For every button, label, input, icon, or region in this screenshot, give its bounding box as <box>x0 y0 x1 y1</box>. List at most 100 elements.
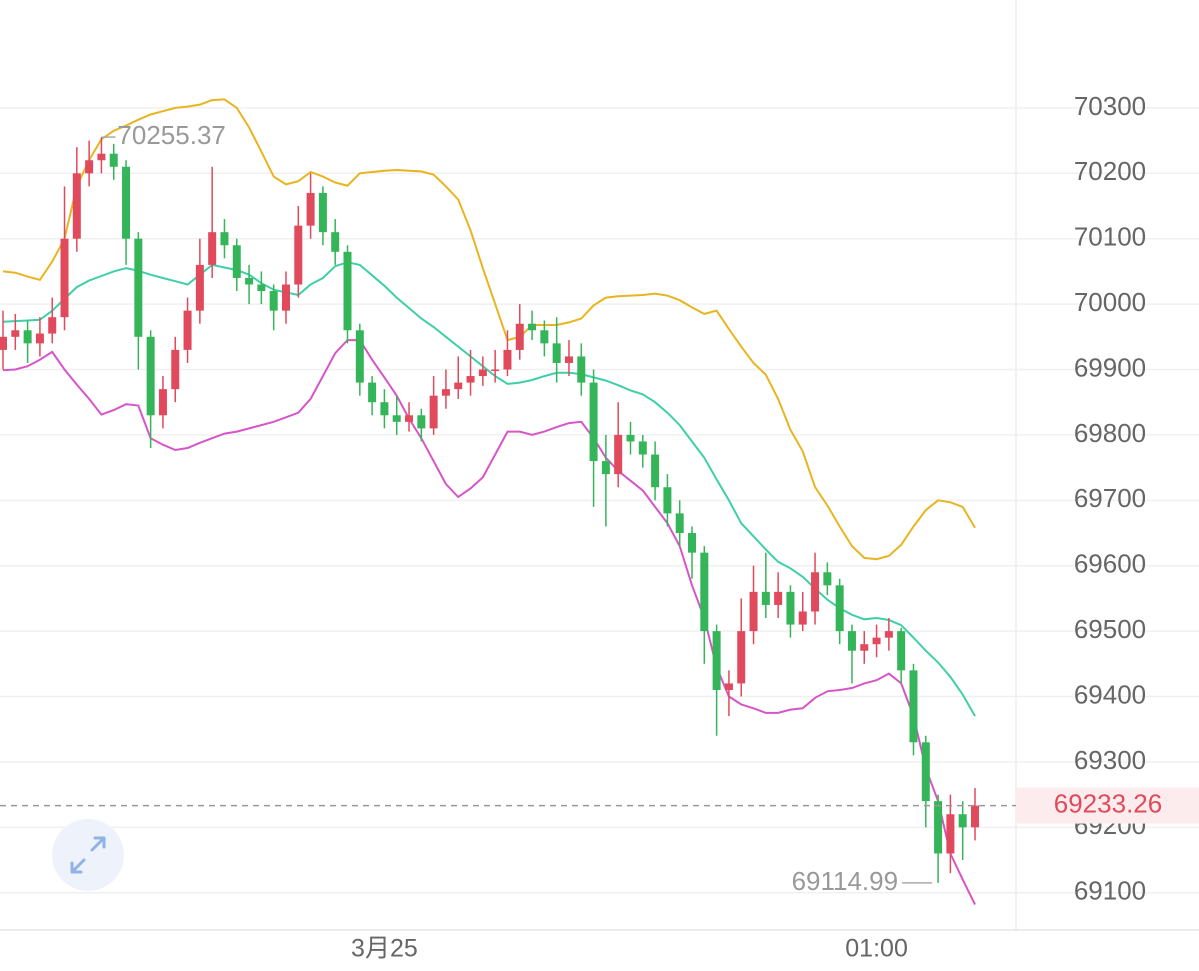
expand-bg <box>52 819 124 891</box>
candle-body <box>454 382 463 390</box>
candle-body <box>786 591 795 625</box>
candle-body <box>294 225 303 285</box>
candle-body <box>417 415 426 429</box>
candle-body <box>245 277 254 285</box>
candle-body <box>257 284 266 292</box>
candle-body <box>761 591 770 605</box>
candle-body <box>528 323 537 331</box>
candle-body <box>860 644 869 651</box>
candle-body <box>552 343 561 363</box>
expand-button[interactable] <box>52 819 124 891</box>
candle-body <box>688 533 697 553</box>
candle-body <box>724 683 733 690</box>
candle-body <box>441 389 450 396</box>
candle-body <box>306 192 315 226</box>
candle-body <box>158 389 167 416</box>
candle-body <box>183 310 192 350</box>
candle-body <box>958 814 967 828</box>
candle-body <box>835 585 844 632</box>
x-tick-label: 3月25 <box>351 935 418 963</box>
candle-body <box>934 801 943 854</box>
candle-body <box>503 349 512 370</box>
candle-body <box>872 637 881 645</box>
y-tick-label: 70100 <box>1074 222 1146 252</box>
candle-body <box>48 317 57 334</box>
x-tick-label: 01:00 <box>845 935 908 963</box>
grid <box>0 107 1199 894</box>
candle-body <box>491 369 500 372</box>
low-marker-label: 69114.99 <box>792 866 899 896</box>
candle-body <box>318 192 327 233</box>
candle-body <box>195 264 204 311</box>
high-marker-label: 70255.37 <box>117 120 225 150</box>
candle-body <box>921 742 930 802</box>
candle-body <box>343 251 352 331</box>
candle-body <box>774 591 783 605</box>
candle-body <box>220 232 229 246</box>
candle-body <box>281 284 290 311</box>
expand-icon <box>70 836 106 874</box>
y-tick-label: 69700 <box>1074 483 1146 513</box>
candle-body <box>897 631 906 671</box>
candle-body <box>478 369 487 377</box>
candle-body <box>11 330 20 337</box>
candle-body <box>232 245 241 278</box>
candle-body <box>626 434 635 442</box>
candle-body <box>749 591 758 632</box>
candle-body <box>208 232 217 265</box>
candle-body <box>601 461 610 475</box>
candle-body <box>466 376 475 383</box>
y-tick-label: 69500 <box>1074 614 1146 644</box>
y-tick-label: 70000 <box>1074 287 1146 317</box>
candle-body <box>823 572 832 586</box>
candle-body <box>614 434 623 475</box>
candle-body <box>663 487 672 514</box>
candle-body <box>712 631 721 690</box>
candle-body <box>811 572 820 612</box>
candle-body <box>355 330 364 383</box>
y-tick-label: 69800 <box>1074 418 1146 448</box>
candle-body <box>638 441 647 455</box>
candle-body <box>700 552 709 632</box>
candle-body <box>909 670 918 743</box>
candle-body <box>564 356 573 363</box>
candle-body <box>368 382 377 403</box>
y-tick-label: 69400 <box>1074 679 1146 709</box>
y-tick-label: 70200 <box>1074 156 1146 186</box>
candle-body <box>429 395 438 429</box>
candle-body <box>884 631 893 638</box>
candle-body <box>0 336 7 350</box>
last-price-label: 69233.26 <box>1054 788 1162 818</box>
candle-body <box>109 153 118 167</box>
candle-body <box>23 330 32 344</box>
candle-body <box>577 356 586 383</box>
candle-body <box>269 291 278 311</box>
y-tick-label: 69600 <box>1074 549 1146 579</box>
candle-body <box>60 238 69 318</box>
band-line <box>2 98 976 561</box>
candle-body <box>737 631 746 684</box>
candle-body <box>122 166 131 239</box>
candle-body <box>946 814 955 854</box>
candle-body <box>380 402 389 416</box>
y-tick-label: 69300 <box>1074 745 1146 775</box>
candle-body <box>405 415 414 422</box>
candle-body <box>146 336 155 416</box>
candle-body <box>134 238 143 337</box>
band-line <box>2 339 976 905</box>
y-tick-label: 69100 <box>1074 876 1146 906</box>
candle-body <box>847 631 856 651</box>
candle-body <box>971 805 979 828</box>
candle-body <box>97 153 106 161</box>
y-tick-label: 70300 <box>1074 91 1146 121</box>
candle-body <box>35 333 44 344</box>
candle-body <box>392 415 401 422</box>
candle-body <box>540 330 549 344</box>
y-tick-label: 69900 <box>1074 352 1146 382</box>
candle-body <box>651 454 660 488</box>
candle-body <box>72 173 81 239</box>
last-price-box <box>1016 787 1199 824</box>
candle-body <box>171 349 180 390</box>
